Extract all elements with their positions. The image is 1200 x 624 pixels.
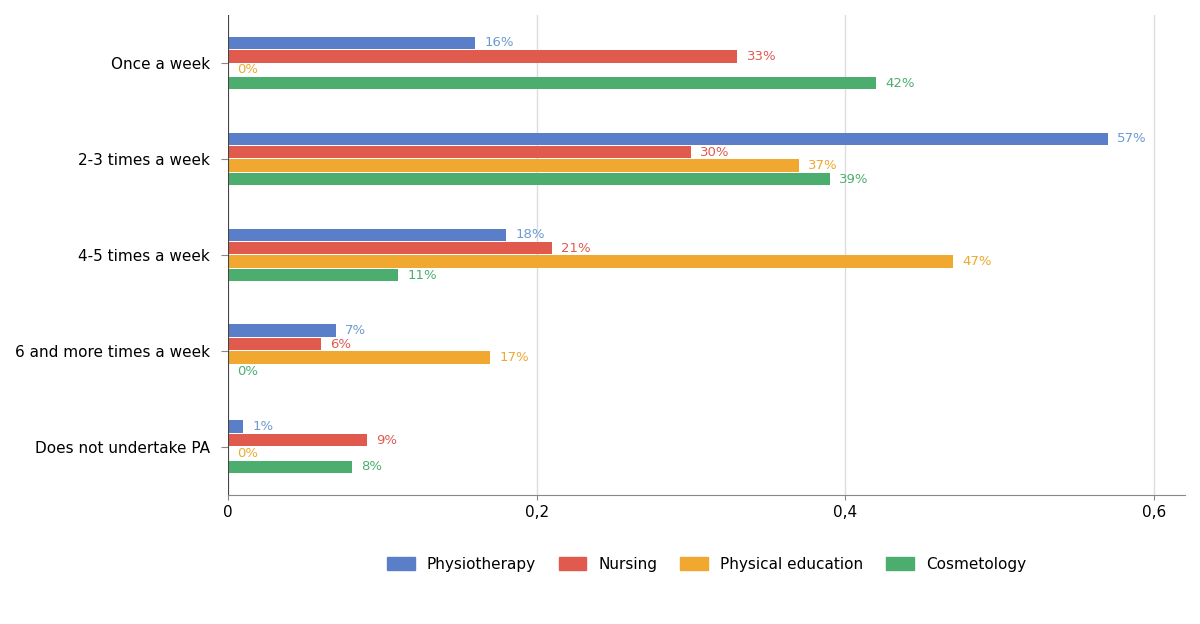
Bar [228,228,506,241]
Text: 47%: 47% [962,255,992,268]
Text: 0%: 0% [238,364,258,378]
Legend: Physiotherapy, Nursing, Physical education, Cosmetology: Physiotherapy, Nursing, Physical educati… [380,550,1032,578]
Text: 8%: 8% [361,461,382,474]
Bar [228,77,876,89]
Text: 6%: 6% [330,338,350,351]
Text: 1%: 1% [253,420,274,433]
Text: 21%: 21% [562,241,592,255]
Bar [228,338,320,351]
Bar [228,434,367,446]
Bar [228,132,1108,145]
Bar [228,421,244,433]
Bar [228,324,336,337]
Text: 16%: 16% [485,36,514,49]
Text: 9%: 9% [377,434,397,447]
Text: 42%: 42% [886,77,916,90]
Text: 0%: 0% [238,447,258,460]
Bar [228,351,491,364]
Bar [228,173,830,185]
Bar [228,146,691,158]
Text: 33%: 33% [746,50,776,63]
Bar [228,255,954,268]
Bar [228,37,475,49]
Text: 7%: 7% [346,324,366,337]
Bar [228,461,352,473]
Bar [228,50,737,62]
Bar [228,159,799,172]
Text: 30%: 30% [701,146,730,158]
Text: 0%: 0% [238,63,258,76]
Bar [228,242,552,255]
Text: 11%: 11% [407,268,437,281]
Text: 18%: 18% [515,228,545,241]
Text: 37%: 37% [809,159,838,172]
Text: 57%: 57% [1117,132,1147,145]
Text: 39%: 39% [839,173,869,185]
Bar [228,269,398,281]
Text: 17%: 17% [499,351,529,364]
